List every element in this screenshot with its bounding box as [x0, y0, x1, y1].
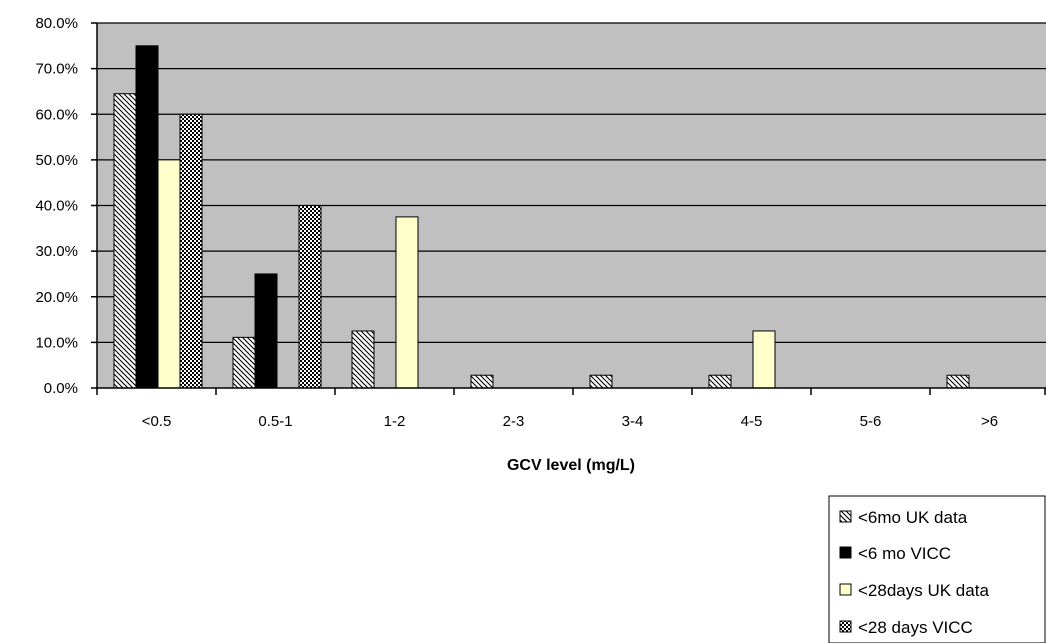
- x-tick-label: 5-6: [860, 413, 882, 430]
- y-tick-label: 60.0%: [35, 106, 78, 123]
- legend-entry-vicc-28days: <28 days VICC: [839, 618, 973, 637]
- bar: [708, 374, 732, 389]
- y-tick-label: 70.0%: [35, 61, 78, 78]
- x-axis-title: GCV level (mg/L): [507, 457, 635, 474]
- bar: [351, 330, 375, 389]
- bar: [946, 374, 970, 389]
- bar: [113, 93, 137, 389]
- bar: [589, 374, 613, 389]
- axes: [91, 22, 1046, 395]
- bar: [752, 330, 776, 389]
- x-tick-label: 2-3: [503, 413, 525, 430]
- bar: [254, 273, 278, 389]
- legend: <6mo UK data <6 mo VICC <28days UK data …: [828, 495, 1046, 643]
- y-tick-label: 40.0%: [35, 198, 78, 215]
- bar: [179, 113, 203, 389]
- legend-swatch-vicc-28days: [839, 620, 852, 633]
- legend-swatch-uk-6mo: [839, 510, 852, 523]
- bar: [470, 374, 494, 389]
- y-tick-labels: 0.0% 10.0% 20.0% 30.0% 40.0% 50.0% 60.0% 70.0% 8…: [35, 15, 78, 397]
- x-tick-label: >6: [981, 413, 998, 430]
- x-tick-label: 4-5: [741, 413, 763, 430]
- bar: [298, 205, 322, 389]
- bars: [113, 45, 970, 389]
- legend-box: [828, 495, 1046, 643]
- y-tick-label: 80.0%: [35, 15, 78, 32]
- x-tick-label: 3-4: [622, 413, 644, 430]
- y-tick-label: 20.0%: [35, 289, 78, 306]
- bar: [135, 45, 159, 389]
- legend-label-uk-6mo: <6mo UK data: [858, 508, 968, 527]
- y-tick-label: 0.0%: [44, 380, 78, 397]
- legend-entry-uk-6mo: <6mo UK data: [839, 508, 968, 527]
- x-tick-label: 0.5-1: [258, 413, 292, 430]
- x-tick-label: <0.5: [142, 413, 172, 430]
- legend-label-uk-28days: <28days UK data: [858, 581, 989, 600]
- y-tick-label: 50.0%: [35, 152, 78, 169]
- x-tick-label: 1-2: [384, 413, 406, 430]
- bar: [157, 159, 181, 389]
- bar: [232, 336, 256, 389]
- legend-label-vicc-6mo: <6 mo VICC: [858, 544, 951, 563]
- y-tick-label: 10.0%: [35, 334, 78, 351]
- bar: [395, 216, 419, 389]
- x-tick-labels: <0.5 0.5-1 1-2 2-3 3-4 4-5 5-6 >6: [142, 413, 998, 430]
- legend-swatch-vicc-6mo: [839, 546, 852, 559]
- legend-entry-uk-28days: <28days UK data: [839, 581, 989, 600]
- y-tick-label: 30.0%: [35, 243, 78, 260]
- legend-swatch-uk-28days: [839, 583, 852, 596]
- legend-label-vicc-28days: <28 days VICC: [858, 618, 973, 637]
- legend-entry-vicc-6mo: <6 mo VICC: [839, 544, 951, 563]
